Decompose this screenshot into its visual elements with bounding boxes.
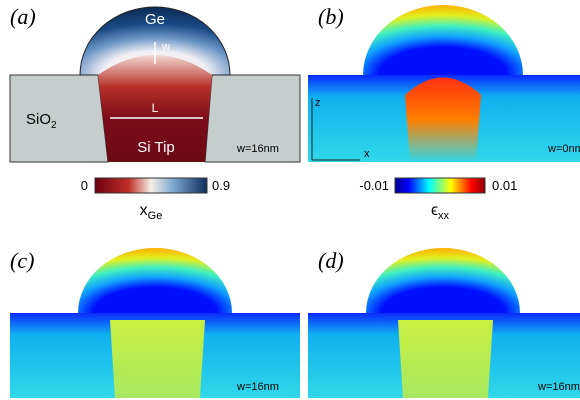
w-label: w	[161, 41, 170, 53]
colorbar-min: 0	[81, 178, 88, 193]
colorbar-title: xGe	[140, 202, 163, 222]
tip-label: Si Tip	[137, 139, 175, 156]
strain-tip	[398, 320, 493, 398]
colorbar-strain	[395, 178, 485, 193]
strain-dome	[366, 248, 520, 313]
panel-c	[10, 248, 300, 398]
panel-label: (c)	[10, 248, 34, 273]
z-label: z	[315, 97, 321, 109]
panel-d	[308, 248, 580, 398]
l-label: L	[152, 101, 159, 115]
width-note: w=16nm	[236, 143, 279, 155]
width-note: w=0nm	[547, 143, 580, 155]
figure: (a) (b) (c) (d) Ge w L SiO2 Si Tip w=16n…	[0, 0, 580, 400]
strain-tip	[405, 78, 481, 163]
strain-tip	[110, 320, 205, 398]
width-note: w=16nm	[236, 381, 279, 393]
panel-label: (b)	[318, 4, 344, 29]
panel-label: (d)	[318, 248, 344, 273]
strain-dome	[363, 5, 523, 75]
width-note: w=16nm	[537, 381, 580, 393]
colorbar-min: -0.01	[359, 178, 389, 193]
colorbar-title: ϵxx	[431, 202, 450, 222]
colorbar-xge	[95, 178, 207, 193]
ge-label: Ge	[145, 11, 165, 28]
panel-label: (a)	[10, 4, 36, 29]
strain-dome	[78, 248, 232, 313]
x-label: x	[364, 148, 370, 160]
colorbar-max: 0.9	[212, 178, 230, 193]
colorbar-max: 0.01	[492, 178, 517, 193]
panel-b	[308, 5, 580, 162]
